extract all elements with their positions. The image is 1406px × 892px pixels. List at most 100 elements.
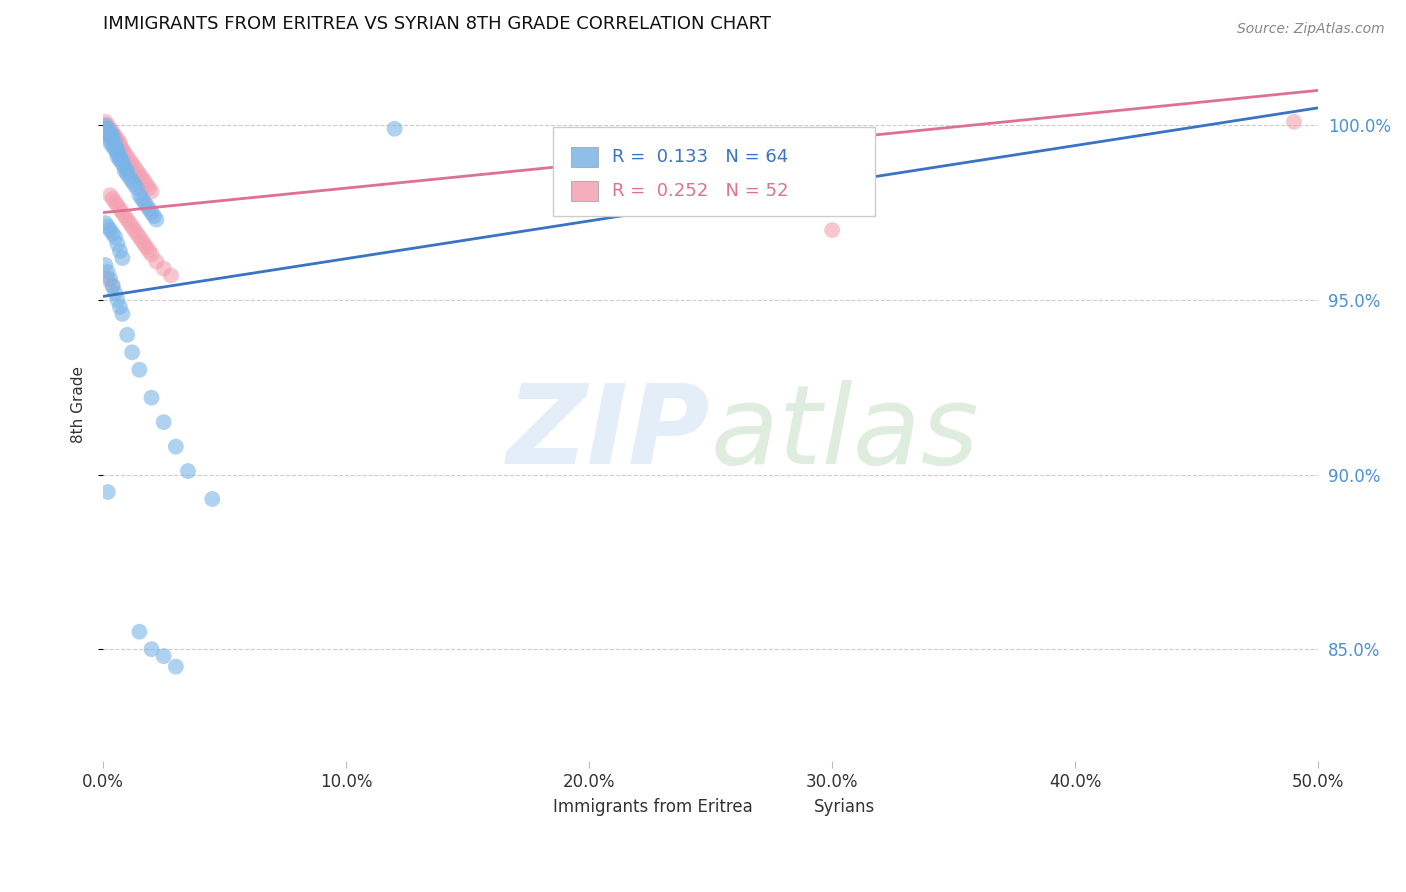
Point — [152, 649, 174, 664]
Point — [384, 121, 406, 136]
Point — [128, 363, 150, 377]
FancyBboxPatch shape — [510, 797, 537, 823]
Point — [98, 121, 121, 136]
Point — [104, 143, 127, 157]
Point — [101, 279, 124, 293]
Point — [97, 121, 120, 136]
Point — [97, 272, 120, 286]
Point — [115, 212, 138, 227]
Point — [118, 216, 141, 230]
Point — [115, 163, 138, 178]
Point — [114, 163, 136, 178]
Point — [104, 128, 127, 143]
Point — [165, 659, 187, 673]
Point — [108, 136, 131, 150]
Point — [114, 160, 136, 174]
Point — [94, 121, 117, 136]
Point — [111, 153, 134, 168]
FancyBboxPatch shape — [571, 181, 598, 201]
Text: Immigrants from Eritrea: Immigrants from Eritrea — [553, 798, 752, 816]
Point — [1282, 115, 1305, 129]
Point — [107, 199, 129, 213]
Point — [121, 157, 143, 171]
Point — [141, 247, 163, 261]
Point — [128, 167, 150, 181]
Point — [177, 464, 200, 478]
Point — [125, 227, 148, 241]
Text: IMMIGRANTS FROM ERITREA VS SYRIAN 8TH GRADE CORRELATION CHART: IMMIGRANTS FROM ERITREA VS SYRIAN 8TH GR… — [103, 15, 770, 33]
Point — [107, 146, 129, 161]
Point — [101, 128, 124, 143]
Point — [821, 223, 844, 237]
Point — [98, 132, 121, 146]
Point — [107, 237, 129, 252]
Point — [108, 202, 131, 216]
Point — [124, 178, 146, 192]
Point — [115, 327, 138, 342]
Point — [98, 223, 121, 237]
Point — [152, 261, 174, 276]
Point — [101, 125, 124, 139]
Y-axis label: 8th Grade: 8th Grade — [72, 367, 86, 443]
Point — [98, 136, 121, 150]
Point — [107, 150, 129, 164]
Point — [107, 136, 129, 150]
Text: R =  0.252   N = 52: R = 0.252 N = 52 — [612, 182, 789, 200]
Point — [101, 132, 124, 146]
Point — [145, 254, 167, 268]
Point — [98, 188, 121, 202]
Point — [94, 216, 117, 230]
Point — [97, 121, 120, 136]
Point — [97, 118, 120, 132]
Point — [98, 272, 121, 286]
Point — [108, 244, 131, 258]
Text: Syrians: Syrians — [814, 798, 875, 816]
Point — [111, 307, 134, 321]
Point — [97, 265, 120, 279]
Point — [142, 209, 165, 223]
Text: R =  0.133   N = 64: R = 0.133 N = 64 — [612, 148, 789, 167]
Point — [101, 128, 124, 143]
Text: atlas: atlas — [710, 380, 979, 487]
Point — [131, 234, 153, 248]
Point — [97, 219, 120, 234]
Point — [104, 136, 127, 150]
Point — [118, 153, 141, 168]
Point — [138, 181, 160, 195]
Point — [94, 118, 117, 132]
Point — [128, 230, 150, 244]
Point — [111, 205, 134, 219]
Point — [152, 415, 174, 429]
Point — [101, 279, 124, 293]
Point — [114, 209, 136, 223]
Point — [125, 181, 148, 195]
Point — [165, 440, 187, 454]
Point — [115, 150, 138, 164]
Point — [145, 212, 167, 227]
Text: Source: ZipAtlas.com: Source: ZipAtlas.com — [1237, 22, 1385, 37]
Point — [108, 153, 131, 168]
Point — [121, 174, 143, 188]
Point — [138, 244, 160, 258]
Point — [160, 268, 183, 283]
Point — [101, 192, 124, 206]
Point — [128, 624, 150, 639]
Point — [97, 128, 120, 143]
Point — [134, 237, 156, 252]
Point — [111, 157, 134, 171]
FancyBboxPatch shape — [772, 797, 799, 823]
Point — [118, 170, 141, 185]
Point — [141, 642, 163, 657]
Point — [114, 146, 136, 161]
FancyBboxPatch shape — [571, 147, 598, 168]
Point — [141, 185, 163, 199]
Point — [121, 345, 143, 359]
Point — [135, 240, 157, 254]
Point — [101, 139, 124, 153]
Point — [138, 202, 160, 216]
Point — [141, 205, 163, 219]
Point — [107, 293, 129, 307]
Point — [124, 160, 146, 174]
Point — [108, 300, 131, 314]
Point — [135, 178, 157, 192]
